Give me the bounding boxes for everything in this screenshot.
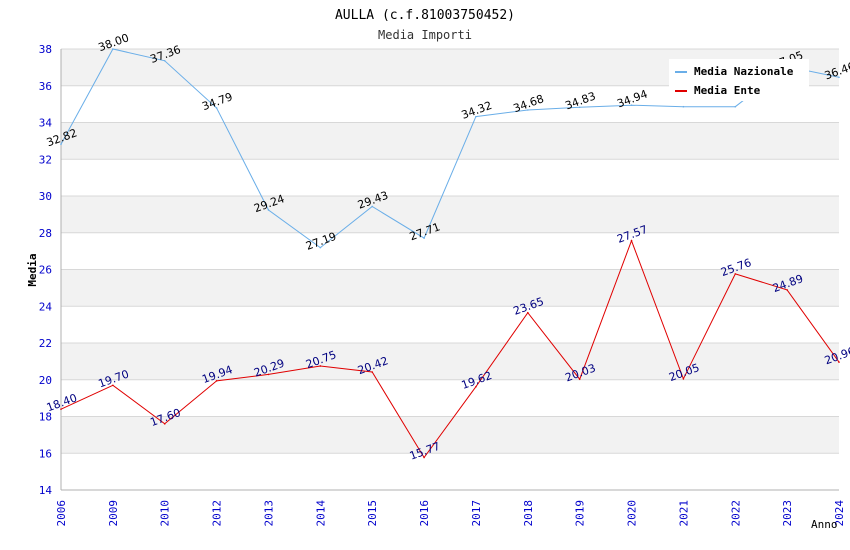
x-tick-label: 2020 <box>626 500 639 527</box>
data-point <box>423 237 425 239</box>
data-point <box>578 106 581 109</box>
data-point <box>682 378 685 380</box>
data-point <box>734 105 737 108</box>
data-label: 27.19 <box>304 230 338 253</box>
data-point <box>786 289 788 291</box>
data-point <box>215 380 218 382</box>
y-tick-label: 32 <box>39 153 52 166</box>
plot-band <box>61 269 839 307</box>
y-tick-label: 36 <box>39 80 52 93</box>
data-point <box>112 48 114 50</box>
x-tick-label: 2021 <box>677 500 690 527</box>
x-tick-label: 2014 <box>314 500 327 527</box>
chart-subtitle: Media Importi <box>378 28 472 42</box>
data-point <box>319 365 322 367</box>
y-tick-label: 14 <box>39 484 53 497</box>
data-point <box>423 456 425 459</box>
data-point <box>838 76 840 79</box>
x-tick-label: 2018 <box>522 500 535 527</box>
data-label: 18.40 <box>45 391 79 414</box>
series-lines <box>60 48 840 459</box>
x-tick-label: 2015 <box>366 500 379 527</box>
legend-label-media-nazionale: Media Nazionale <box>694 65 794 78</box>
y-tick-label: 38 <box>39 43 52 56</box>
y-tick-labels: 14 16 18 20 22 24 26 28 30 32 34 36 38 <box>39 43 53 497</box>
y-axis-title: Media <box>26 253 39 286</box>
legend-label-media-ente: Media Ente <box>694 84 761 97</box>
x-tick-label: 2017 <box>470 500 483 527</box>
data-point <box>578 378 581 380</box>
data-point <box>475 115 477 118</box>
plot-background-bands <box>61 49 839 454</box>
data-point <box>527 311 529 314</box>
data-point <box>60 143 62 145</box>
x-tick-label: 2023 <box>781 500 794 527</box>
plot-band <box>61 196 839 233</box>
data-point <box>371 205 374 208</box>
data-label: 34.32 <box>460 99 494 122</box>
data-label: 34.83 <box>563 89 597 112</box>
data-point <box>630 104 633 107</box>
data-point <box>60 408 62 410</box>
x-tick-label: 2012 <box>211 500 224 527</box>
y-tick-label: 26 <box>39 264 52 277</box>
data-point <box>838 361 840 363</box>
series-line-1 <box>60 239 840 459</box>
data-point <box>267 373 270 376</box>
data-point <box>682 105 685 108</box>
data-point <box>630 239 633 242</box>
data-point <box>319 246 322 249</box>
x-tick-label: 2010 <box>159 500 172 527</box>
data-point <box>267 209 270 211</box>
data-label: 34.94 <box>615 87 649 110</box>
x-tick-label: 2024 <box>833 500 846 527</box>
data-point <box>527 109 529 111</box>
y-tick-label: 34 <box>39 117 53 130</box>
axes <box>60 49 839 491</box>
y-tick-label: 20 <box>39 374 52 387</box>
x-tick-label: 2006 <box>55 500 68 527</box>
x-axis-title: Anno <box>811 518 838 531</box>
x-tick-labels: 2006 2009 2010 2012 2013 2014 2015 2016 2017 2018… <box>55 500 846 527</box>
plot-band <box>61 122 839 160</box>
y-tick-label: 28 <box>39 227 52 240</box>
series-line-0 <box>60 48 840 249</box>
y-tick-label: 24 <box>39 300 53 313</box>
data-point <box>475 385 477 388</box>
data-point <box>371 371 374 373</box>
data-point <box>163 423 166 425</box>
data-point <box>215 107 218 109</box>
x-tick-label: 2013 <box>262 500 275 527</box>
data-point <box>163 59 166 62</box>
gridlines <box>61 48 839 491</box>
legend: Media Nazionale Media Ente <box>669 59 809 101</box>
y-tick-label: 22 <box>39 337 52 350</box>
x-tick-label: 2016 <box>418 500 431 527</box>
y-tick-label: 18 <box>39 411 52 424</box>
data-label: 34.68 <box>512 92 546 115</box>
y-tick-label: 16 <box>39 447 52 460</box>
plot-band <box>61 343 839 380</box>
chart-title: AULLA (c.f.81003750452) <box>335 8 515 23</box>
data-point <box>734 273 737 275</box>
data-point <box>112 384 114 387</box>
x-tick-label: 2019 <box>574 500 587 527</box>
legend-box <box>669 59 809 101</box>
x-tick-label: 2022 <box>729 500 742 527</box>
x-tick-label: 2009 <box>107 500 120 527</box>
y-tick-label: 30 <box>39 190 52 203</box>
